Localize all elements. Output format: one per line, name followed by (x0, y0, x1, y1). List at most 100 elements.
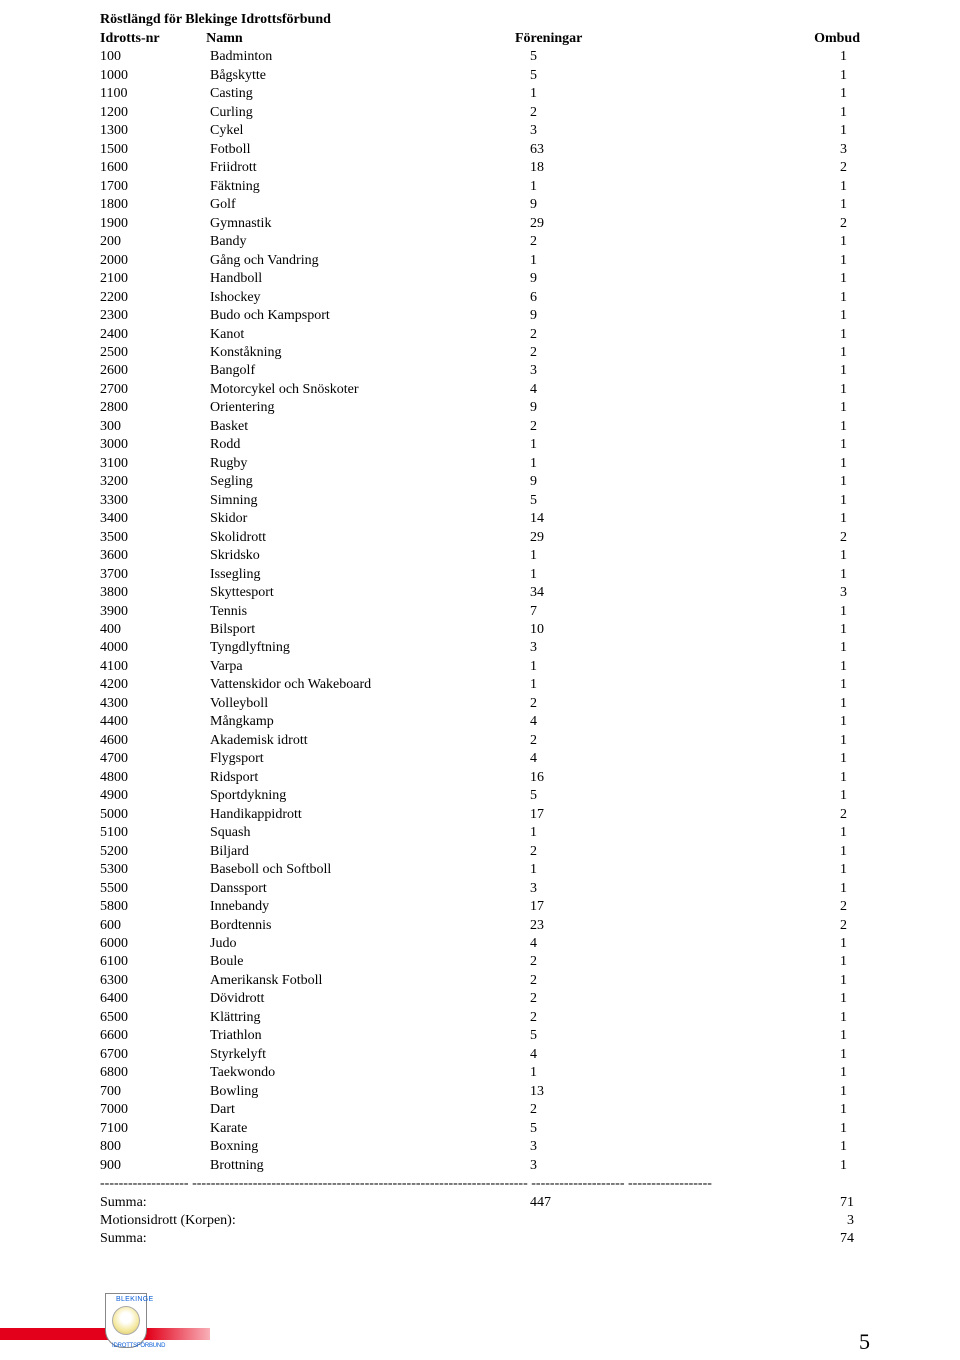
cell-foreningar: 2 (530, 104, 840, 122)
cell-ombud: 1 (840, 1138, 860, 1156)
cell-idrotts-nr: 4300 (100, 695, 210, 713)
cell-foreningar: 9 (530, 270, 840, 288)
cell-namn: Gång och Vandring (210, 252, 530, 270)
cell-ombud: 1 (840, 750, 860, 768)
header-idrotts-nr: Idrotts-nr (100, 30, 206, 48)
cell-idrotts-nr: 6100 (100, 953, 210, 971)
table-row: 2400Kanot21 (100, 326, 860, 344)
cell-ombud: 1 (840, 307, 860, 325)
logo-text-bottom: IDROTTSFÖRBUND (112, 1343, 165, 1349)
cell-ombud: 1 (840, 85, 860, 103)
cell-idrotts-nr: 1500 (100, 141, 210, 159)
cell-ombud: 1 (840, 1009, 860, 1027)
cell-namn: Biljard (210, 843, 530, 861)
cell-foreningar: 6 (530, 289, 840, 307)
table-row: 2000Gång och Vandring11 (100, 252, 860, 270)
cell-ombud: 1 (840, 639, 860, 657)
cell-ombud: 1 (840, 418, 860, 436)
cell-ombud: 1 (840, 473, 860, 491)
cell-namn: Klättring (210, 1009, 530, 1027)
cell-idrotts-nr: 6800 (100, 1064, 210, 1082)
cell-foreningar: 4 (530, 1046, 840, 1064)
cell-namn: Squash (210, 824, 530, 842)
cell-namn: Rodd (210, 436, 530, 454)
cell-ombud: 1 (840, 861, 860, 879)
cell-idrotts-nr: 3600 (100, 547, 210, 565)
table-row: 900Brottning31 (100, 1157, 860, 1175)
cell-namn: Budo och Kampsport (210, 307, 530, 325)
cell-idrotts-nr: 2100 (100, 270, 210, 288)
table-row: 5200Biljard21 (100, 843, 860, 861)
cell-namn: Tennis (210, 603, 530, 621)
cell-namn: Friidrott (210, 159, 530, 177)
cell-ombud: 1 (840, 566, 860, 584)
cell-foreningar: 5 (530, 1120, 840, 1138)
table-row: 7100Karate51 (100, 1120, 860, 1138)
cell-namn: Dövidrott (210, 990, 530, 1008)
table-row: 3500Skolidrott292 (100, 529, 860, 547)
table-row: 5300Baseboll och Softboll11 (100, 861, 860, 879)
cell-ombud: 3 (840, 141, 860, 159)
cell-namn: Flygsport (210, 750, 530, 768)
cell-ombud: 2 (840, 529, 860, 547)
cell-foreningar: 1 (530, 252, 840, 270)
cell-idrotts-nr: 4100 (100, 658, 210, 676)
cell-namn: Basket (210, 418, 530, 436)
cell-foreningar: 5 (530, 1027, 840, 1045)
cell-foreningar: 9 (530, 473, 840, 491)
cell-namn: Bowling (210, 1083, 530, 1101)
header-ombud: Ombud (814, 30, 860, 48)
cell-namn: Ishockey (210, 289, 530, 307)
cell-foreningar: 2 (530, 843, 840, 861)
table-row: 4900Sportdykning51 (100, 787, 860, 805)
cell-idrotts-nr: 3800 (100, 584, 210, 602)
cell-idrotts-nr: 2400 (100, 326, 210, 344)
table-row: 600Bordtennis232 (100, 917, 860, 935)
cell-idrotts-nr: 3400 (100, 510, 210, 528)
cell-namn: Tyngdlyftning (210, 639, 530, 657)
cell-foreningar: 1 (530, 547, 840, 565)
table-row: 2300Budo och Kampsport91 (100, 307, 860, 325)
cell-namn: Vattenskidor och Wakeboard (210, 676, 530, 694)
cell-foreningar: 5 (530, 67, 840, 85)
table-row: 1900Gymnastik292 (100, 215, 860, 233)
cell-namn: Segling (210, 473, 530, 491)
logo-emblem-icon (112, 1306, 140, 1335)
table-row: 6600Triathlon51 (100, 1027, 860, 1045)
cell-namn: Konståkning (210, 344, 530, 362)
page-number: 5 (859, 1329, 870, 1355)
table-row: 1200Curling21 (100, 104, 860, 122)
table-row: 800Boxning31 (100, 1138, 860, 1156)
table-row: 3600Skridsko11 (100, 547, 860, 565)
cell-idrotts-nr: 300 (100, 418, 210, 436)
cell-ombud: 1 (840, 196, 860, 214)
cell-namn: Innebandy (210, 898, 530, 916)
cell-ombud: 1 (840, 362, 860, 380)
table-row: 7000 Dart21 (100, 1101, 860, 1119)
cell-namn: Mångkamp (210, 713, 530, 731)
cell-namn: Sportdykning (210, 787, 530, 805)
cell-idrotts-nr: 4800 (100, 769, 210, 787)
cell-ombud: 1 (840, 1101, 860, 1119)
cell-foreningar: 2 (530, 990, 840, 1008)
cell-namn: Karate (210, 1120, 530, 1138)
table-row: 2100Handboll91 (100, 270, 860, 288)
cell-idrotts-nr: 6600 (100, 1027, 210, 1045)
cell-idrotts-nr: 2000 (100, 252, 210, 270)
cell-foreningar: 4 (530, 381, 840, 399)
table-row: 4000Tyngdlyftning31 (100, 639, 860, 657)
table-row: 6300Amerikansk Fotboll21 (100, 972, 860, 990)
logo-badge: BLEKINGE IDROTTSFÖRBUND (105, 1293, 147, 1348)
cell-idrotts-nr: 6300 (100, 972, 210, 990)
cell-ombud: 1 (840, 676, 860, 694)
table-row: 6700Styrkelyft41 (100, 1046, 860, 1064)
table-row: 2600Bangolf31 (100, 362, 860, 380)
cell-foreningar: 3 (530, 1157, 840, 1175)
table-row: 100Badminton51 (100, 48, 860, 66)
cell-foreningar: 4 (530, 750, 840, 768)
cell-ombud: 1 (840, 603, 860, 621)
cell-foreningar: 3 (530, 639, 840, 657)
table-row: 5800Innebandy172 (100, 898, 860, 916)
cell-namn: Brottning (210, 1157, 530, 1175)
cell-namn: Skridsko (210, 547, 530, 565)
